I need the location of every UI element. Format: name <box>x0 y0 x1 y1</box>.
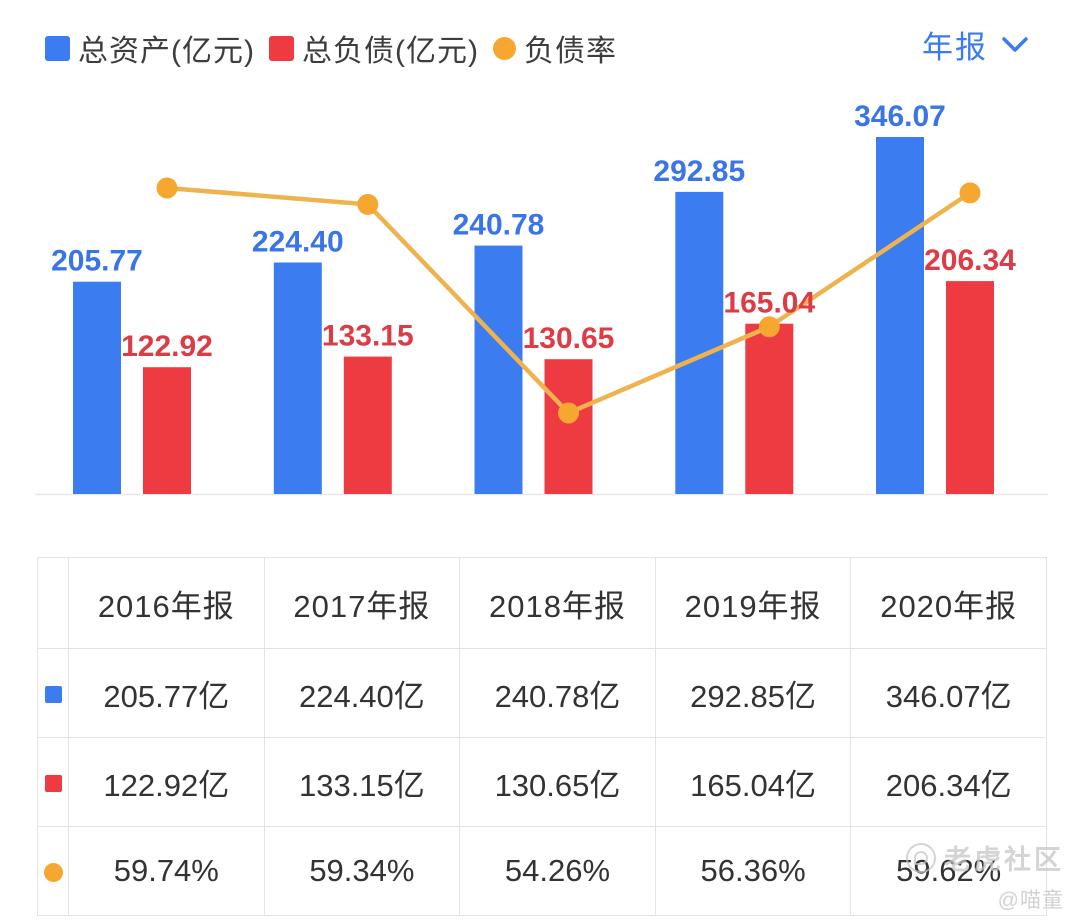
liabilities-legend-swatch-icon <box>268 35 294 61</box>
debt-ratio-point-2018[interactable] <box>558 402 579 424</box>
table-row-liabilities: 122.92亿 133.15亿 130.65亿 165.04亿 206.34亿 <box>37 737 1047 827</box>
assets-bar-2018[interactable] <box>474 245 523 494</box>
period-header-2016: 2016年报 <box>68 557 265 649</box>
assets-cell-2019: 292.85亿 <box>654 648 852 738</box>
liabilities-value-label-2019: 165.04 <box>723 287 815 320</box>
period-header-2020: 2020年报 <box>850 557 1047 649</box>
period-header-2017: 2017年报 <box>263 557 461 649</box>
legend-item-assets[interactable]: 总资产(亿元) <box>45 26 255 70</box>
liabilities-cell-2017: 133.15亿 <box>263 737 461 827</box>
assets-legend-swatch-icon <box>45 35 70 61</box>
table-row-debt-ratio: 59.74% 59.34% 54.26% 56.36% 59.62% <box>37 826 1047 916</box>
period-header-2019: 2019年报 <box>654 557 852 649</box>
assets-liabilities-debt-ratio-chart: 205.77 224.40 240.78 292.85 346.07 122.92 133.… <box>35 100 1048 496</box>
debt-ratio-point-2016[interactable] <box>156 177 178 199</box>
liabilities-swatch-cell <box>37 737 69 827</box>
debt-ratio-cell-2017: 59.34% <box>263 826 461 916</box>
liabilities-value-label-2020: 206.34 <box>924 244 1016 277</box>
debt-ratio-cell-2018: 54.26% <box>459 826 656 916</box>
liabilities-cell-2020: 206.34亿 <box>850 737 1047 827</box>
assets-swatch-icon <box>44 686 62 704</box>
assets-value-label-2019: 292.85 <box>653 155 745 188</box>
table-corner-cell <box>37 557 69 649</box>
debt-ratio-swatch-icon <box>43 863 63 883</box>
debt-ratio-point-2020[interactable] <box>959 182 981 204</box>
liabilities-bar-2016[interactable] <box>143 367 191 494</box>
liabilities-bar-2018[interactable] <box>544 359 593 494</box>
liabilities-bar-2017[interactable] <box>343 356 392 494</box>
chevron-down-icon[interactable] <box>1000 35 1030 55</box>
debt-ratio-legend-swatch-icon <box>492 36 516 60</box>
liabilities-cell-2019: 165.04亿 <box>654 737 852 827</box>
chart-legend: 总资产(亿元) 总负债(亿元) 负债率 <box>45 26 617 70</box>
assets-value-label-2016: 205.77 <box>51 245 143 278</box>
assets-bar-2020[interactable] <box>876 137 924 494</box>
legend-item-debt-ratio[interactable]: 负债率 <box>492 26 617 70</box>
legend-item-label: 负债率 <box>523 35 617 68</box>
assets-cell-2020: 346.07亿 <box>850 648 1047 738</box>
debt-ratio-point-2019[interactable] <box>758 316 780 338</box>
debt-ratio-cell-2020: 59.62% <box>850 826 1047 916</box>
debt-ratio-swatch-cell <box>37 826 69 916</box>
debt-ratio-point-2017[interactable] <box>357 193 379 215</box>
liabilities-value-label-2018: 130.65 <box>523 322 615 355</box>
assets-bar-2019[interactable] <box>675 191 724 494</box>
assets-value-label-2018: 240.78 <box>453 209 545 242</box>
assets-cell-2017: 224.40亿 <box>263 648 461 738</box>
period-selector[interactable]: 年报 <box>922 22 1030 67</box>
liabilities-cell-2018: 130.65亿 <box>459 737 656 827</box>
assets-cell-2018: 240.78亿 <box>459 648 656 738</box>
debt-ratio-cell-2019: 56.36% <box>654 826 852 916</box>
period-header-2018: 2018年报 <box>459 557 656 649</box>
legend-item-label: 总负债(亿元) <box>301 35 479 68</box>
assets-swatch-cell <box>37 648 69 738</box>
debt-ratio-cell-2016: 59.74% <box>68 826 265 916</box>
table-row-assets: 205.77亿 224.40亿 240.78亿 292.85亿 346.07亿 <box>37 648 1047 738</box>
assets-bar-2017[interactable] <box>273 262 322 495</box>
liabilities-bar-2019[interactable] <box>745 323 794 494</box>
financials-table: 2016年报 2017年报 2018年报 2019年报 2020年报 205.77亿 22… <box>37 557 1047 916</box>
period-selector-label[interactable]: 年报 <box>922 30 988 65</box>
table-header-row: 2016年报 2017年报 2018年报 2019年报 2020年报 <box>37 557 1047 649</box>
assets-value-label-2020: 346.07 <box>854 100 946 133</box>
liabilities-swatch-icon <box>44 775 62 793</box>
liabilities-cell-2016: 122.92亿 <box>68 737 265 827</box>
assets-cell-2016: 205.77亿 <box>68 648 265 738</box>
liabilities-value-label-2017: 133.15 <box>322 320 414 353</box>
assets-value-label-2017: 224.40 <box>252 226 344 259</box>
legend-item-liabilities[interactable]: 总负债(亿元) <box>268 26 479 70</box>
legend-item-label: 总资产(亿元) <box>78 35 255 68</box>
liabilities-bar-2020[interactable] <box>946 281 994 494</box>
assets-bar-2016[interactable] <box>73 281 121 494</box>
liabilities-value-label-2016: 122.92 <box>121 330 213 363</box>
